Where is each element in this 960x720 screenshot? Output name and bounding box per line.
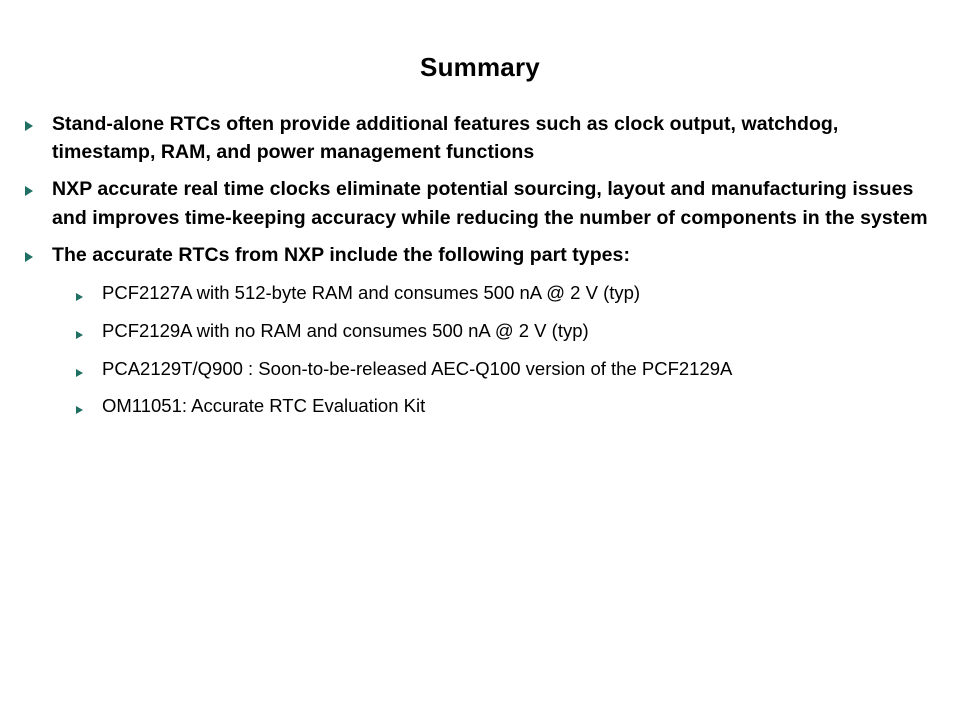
- sub-bullet-list: PCF2127A with 512-byte RAM and consumes …: [22, 280, 938, 420]
- bullet-text: The accurate RTCs from NXP include the f…: [52, 244, 630, 267]
- bullet-text: NXP accurate real time clocks eliminate …: [52, 178, 928, 230]
- bullet-text: Stand-alone RTCs often provide additiona…: [52, 112, 839, 164]
- triangle-bullet-icon: [74, 393, 102, 419]
- triangle-bullet-icon: [22, 175, 52, 201]
- triangle-bullet-icon: [22, 110, 52, 136]
- sub-bullet-item: PCF2129A with no RAM and consumes 500 nA…: [22, 318, 938, 345]
- sub-bullet-item: OM11051: Accurate RTC Evaluation Kit: [22, 393, 938, 420]
- sub-bullet-item: PCA2129T/Q900 : Soon-to-be-released AEC-…: [22, 356, 938, 383]
- triangle-bullet-icon: [22, 241, 52, 267]
- bullet-item: The accurate RTCs from NXP include the f…: [22, 241, 938, 270]
- triangle-bullet-icon: [74, 318, 102, 344]
- triangle-bullet-icon: [74, 356, 102, 382]
- triangle-bullet-icon: [74, 280, 102, 306]
- bullet-item: Stand-alone RTCs often provide additiona…: [22, 110, 938, 168]
- sub-bullet-text: PCA2129T/Q900 : Soon-to-be-released AEC-…: [102, 357, 733, 379]
- sub-bullet-text: PCF2127A with 512-byte RAM and consumes …: [102, 281, 641, 303]
- sub-bullet-text: OM11051: Accurate RTC Evaluation Kit: [102, 395, 426, 417]
- sub-bullet-item: PCF2127A with 512-byte RAM and consumes …: [22, 280, 938, 307]
- sub-bullet-text: PCF2129A with no RAM and consumes 500 nA…: [102, 319, 589, 341]
- slide-body: Stand-alone RTCs often provide additiona…: [0, 82, 960, 421]
- page-title: Summary: [420, 52, 540, 82]
- bullet-item: NXP accurate real time clocks eliminate …: [22, 175, 938, 233]
